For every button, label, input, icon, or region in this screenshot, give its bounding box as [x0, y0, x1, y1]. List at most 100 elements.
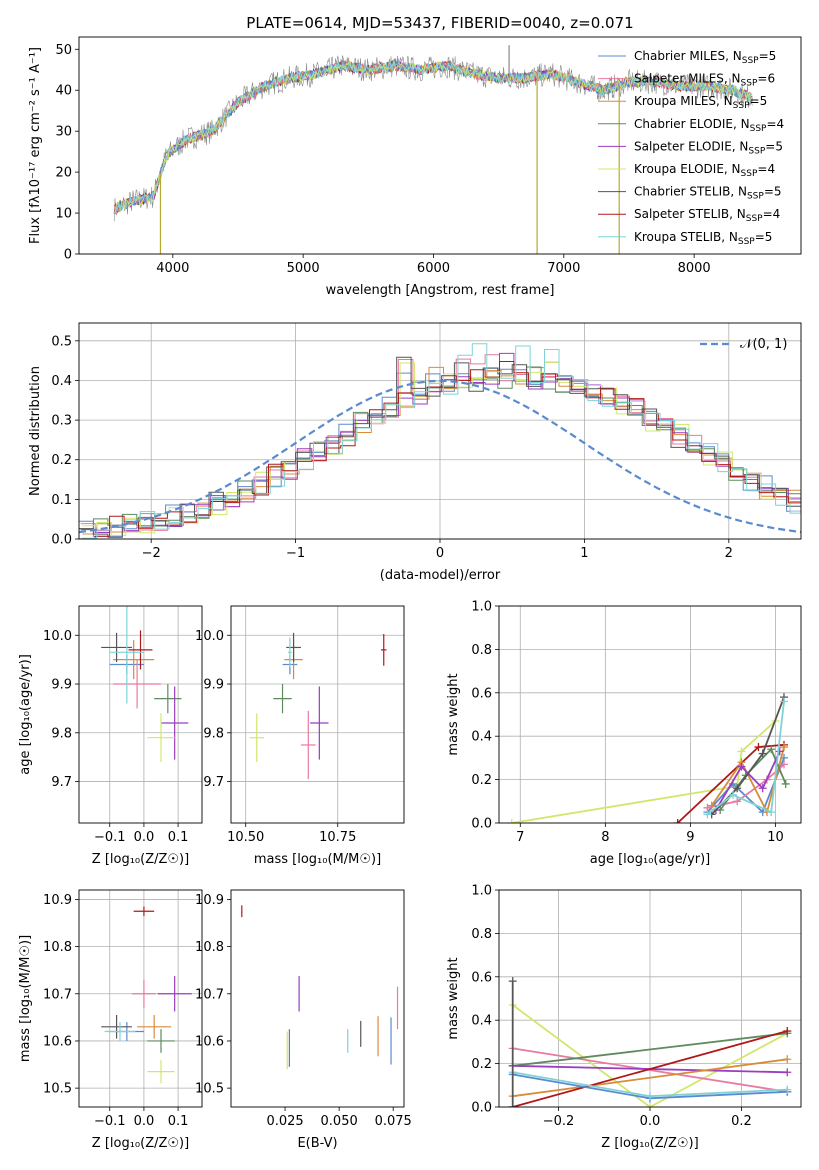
y-tick-label: 0.2: [51, 453, 72, 468]
grid: [79, 890, 202, 1107]
weight-marker: [646, 1103, 654, 1107]
x-tick-label: 6000: [417, 261, 450, 276]
panel-residuals: −2 −1 0 1 2 0.0 0.1 0.2 0.3 0.4 0.5 (data-model)/er…: [28, 322, 802, 583]
y-tick-label: 10.9: [43, 893, 72, 908]
legend-entry: Kroupa STELIB, NSSP=5: [634, 230, 772, 247]
y-tick-label: 0.6: [471, 686, 492, 701]
weight-marker: [775, 747, 784, 756]
y-tick-label: 0.2: [471, 1057, 492, 1072]
x-tick-label: 0.050: [321, 1114, 358, 1129]
x-axis-label: Z [log₁₀(Z/Z☉)]: [92, 1136, 189, 1151]
weight-marker: [767, 745, 776, 754]
weight-line: [512, 1004, 788, 1107]
legend-entry: Kroupa MILES, NSSP=5: [634, 94, 767, 111]
weight-marker: [767, 808, 776, 817]
x-tick-label: 0.0: [134, 830, 155, 845]
x-tick-label: 7: [516, 830, 524, 845]
legend-entry: Salpeter MILES, NSSP=6: [634, 72, 775, 89]
weight-marker: [783, 1027, 792, 1036]
panel-spectrum: 4000 5000 6000 7000 8000 0 10 20 30 40 50 wavelengt…: [28, 36, 802, 298]
y-tick-label: 10.5: [195, 1082, 224, 1097]
weight-marker: [781, 779, 790, 788]
x-axis-label: age [log₁₀(age/yr)]: [590, 852, 711, 867]
x-tick-label: −2: [142, 546, 161, 561]
weight-marker: [703, 810, 712, 819]
y-tick-label: 10.7: [195, 987, 224, 1002]
y-tick-label: 20: [55, 166, 72, 181]
x-tick-label: 0.1: [168, 830, 189, 845]
y-tick-label: 10.8: [195, 940, 224, 955]
weight-line: [512, 1032, 788, 1067]
legend-entry: Kroupa ELODIE, NSSP=4: [634, 162, 775, 179]
y-tick-label: 10: [55, 207, 72, 222]
axes-frame: [78, 605, 203, 824]
y-tick-label: 10.9: [195, 893, 224, 908]
x-tick-label: 0.2: [731, 1114, 752, 1129]
x-axis-label: mass [log₁₀(M/M☉)]: [254, 852, 381, 867]
plot-area: [507, 693, 790, 823]
y-tick-label: 9.9: [203, 678, 224, 693]
x-tick-label: 0.0: [640, 1114, 661, 1129]
x-tick-label: 0.0: [134, 1114, 155, 1129]
x-tick-label: 0.025: [266, 1114, 303, 1129]
y-tick-label: 0.4: [471, 1014, 492, 1029]
x-tick-label: −0.1: [94, 830, 126, 845]
legend-entry: Chabrier MILES, NSSP=5: [634, 49, 776, 66]
panel-mass-vs-Z: −0.1 0.0 0.1 10.5 10.6 10.7 10.8 10.9 Z [log₁₀(Z…: [18, 889, 203, 1151]
y-tick-label: 0.5: [51, 334, 72, 349]
axes-frame: [78, 322, 802, 540]
y-tick-label: 10.8: [43, 940, 72, 955]
spectrum-legend: Chabrier MILES, NSSP=5 Salpeter MILES, NS…: [598, 49, 784, 247]
normal-curve: [79, 379, 801, 534]
y-tick-label: 0: [64, 248, 72, 263]
x-tick-label: 1: [580, 546, 588, 561]
y-tick-label: 0.2: [471, 773, 492, 788]
x-tick-label: 8: [601, 830, 609, 845]
y-tick-label: 10.6: [43, 1034, 72, 1049]
axes-frame: [498, 889, 802, 1108]
weight-marker: [728, 790, 737, 799]
axes-frame: [230, 605, 405, 824]
x-tick-label: −1: [286, 546, 305, 561]
axes-frame: [78, 889, 203, 1108]
y-tick-label: 0.4: [51, 374, 72, 389]
grid: [499, 605, 801, 824]
x-axis-label: (data-model)/error: [380, 568, 501, 583]
y-tick-label: 10.7: [43, 987, 72, 1002]
grid: [231, 606, 404, 823]
plot-area: [101, 606, 189, 763]
spectrum-model-line: [114, 59, 753, 214]
y-tick-label: 1.0: [471, 884, 492, 899]
y-tick-label: 10.0: [195, 629, 224, 644]
x-tick-label: 0.075: [375, 1114, 412, 1129]
x-axis-label: E(B-V): [297, 1136, 337, 1151]
weight-marker: [758, 749, 767, 758]
weight-marker: [779, 760, 788, 769]
y-tick-label: 0.0: [471, 817, 492, 832]
x-tick-label: 10.50: [227, 830, 264, 845]
panel-weight-vs-age: 7 8 9 10 0.0 0.2 0.4 0.6 0.8 1.0 age [log₁₀(age/yr…: [446, 600, 802, 867]
weight-marker: [737, 762, 746, 771]
weight-marker: [507, 819, 516, 823]
plot-area: [249, 632, 387, 780]
panel-age-vs-Z: −0.1 0.0 0.1 9.7 9.8 9.9 10.0 Z [log₁₀(Z/Z☉)] ag…: [18, 605, 203, 867]
y-tick-label: 30: [55, 125, 72, 140]
x-axis-label: Z [log₁₀(Z/Z☉)]: [92, 852, 189, 867]
plot-area: [113, 45, 753, 254]
y-tick-label: 0.4: [471, 730, 492, 745]
y-tick-label: 0.8: [471, 643, 492, 658]
x-axis-label: Z [log₁₀(Z/Z☉)]: [601, 1136, 698, 1151]
x-tick-label: 4000: [156, 261, 189, 276]
weight-line: [512, 1030, 788, 1107]
x-tick-label: 0.1: [168, 1114, 189, 1129]
y-tick-label: 0.0: [51, 533, 72, 548]
x-tick-label: 5000: [287, 261, 320, 276]
y-axis-label: Flux [fλ10⁻¹⁷ erg cm⁻² s⁻¹ A⁻¹]: [28, 47, 43, 244]
legend-entry: Chabrier ELODIE, NSSP=4: [634, 117, 784, 134]
panel-age-vs-mass: 10.50 10.75 9.7 9.8 9.9 10.0 mass [log₁₀(M/M☉)…: [195, 605, 405, 867]
y-tick-label: 9.7: [51, 775, 72, 790]
residual-histogram: [82, 343, 801, 539]
weight-marker: [754, 743, 763, 752]
weight-line: [512, 1047, 788, 1093]
